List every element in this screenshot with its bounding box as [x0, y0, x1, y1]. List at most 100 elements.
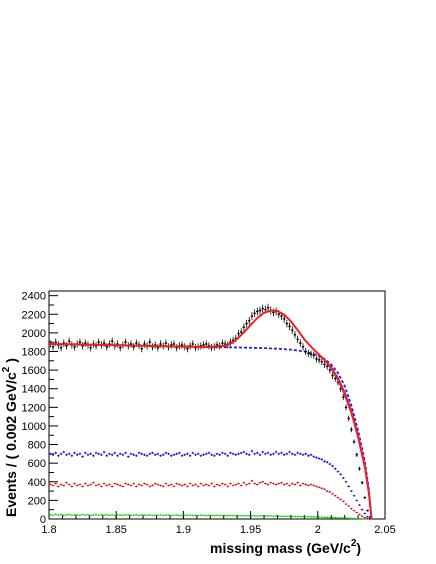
- red-point: [261, 480, 264, 483]
- blue-point: [242, 450, 246, 454]
- green-point: [175, 514, 178, 516]
- y-tick-label: 2200: [22, 309, 46, 321]
- blue-point: [100, 453, 103, 457]
- blue-point: [108, 452, 111, 456]
- data-point: [242, 323, 246, 332]
- green-point: [352, 517, 356, 520]
- red-point: [121, 485, 125, 488]
- green-point: [159, 514, 162, 516]
- red-point: [331, 492, 334, 495]
- red-point: [307, 484, 310, 487]
- red-point: [299, 484, 302, 487]
- red-point: [159, 484, 162, 487]
- green-point: [62, 514, 66, 517]
- red-point: [342, 500, 345, 503]
- blue-point: [231, 452, 235, 456]
- red-point: [113, 482, 117, 485]
- red-point: [355, 511, 359, 514]
- red-point: [285, 482, 289, 485]
- green-point: [59, 513, 63, 516]
- y-tick-label: 400: [28, 477, 46, 489]
- blue-point: [202, 453, 205, 457]
- green-point: [317, 516, 321, 519]
- green-point: [73, 514, 76, 516]
- data-point: [148, 338, 152, 346]
- blue-point: [151, 451, 154, 455]
- data-point: [320, 358, 324, 366]
- blue-point: [250, 449, 254, 453]
- green-point: [280, 515, 283, 518]
- data-point: [304, 347, 308, 356]
- red-point: [124, 482, 127, 485]
- data-point: [250, 312, 254, 321]
- green-point: [105, 513, 109, 516]
- blue-point: [89, 452, 92, 456]
- green-point: [113, 514, 117, 517]
- green-point: [269, 515, 273, 517]
- red-point: [333, 494, 337, 497]
- blue-point: [315, 456, 318, 459]
- green-point: [194, 514, 197, 517]
- red-point: [116, 483, 119, 486]
- blue-point: [65, 453, 68, 457]
- green-point: [124, 513, 127, 516]
- blue-point: [183, 453, 187, 457]
- blue-point: [135, 454, 138, 457]
- red-point: [207, 484, 211, 487]
- data-point: [253, 309, 256, 318]
- blue-point: [113, 451, 117, 455]
- green-point: [161, 514, 165, 517]
- y-tick-label: 2400: [22, 291, 46, 303]
- red-point: [151, 484, 154, 487]
- y-axis-title-sup: 2: [1, 366, 12, 372]
- blue-point: [237, 452, 240, 456]
- green-point: [102, 514, 106, 516]
- red-point: [358, 513, 361, 516]
- blue-point: [164, 451, 168, 455]
- green-point: [333, 516, 337, 519]
- blue-point: [59, 452, 63, 456]
- green-point: [57, 514, 60, 516]
- x-axis-title-main: missing mass (GeV/c: [210, 540, 351, 556]
- red-point: [81, 485, 84, 488]
- red-point: [288, 484, 291, 487]
- green-point: [65, 513, 68, 516]
- green-point: [204, 514, 208, 517]
- data-point: [331, 372, 334, 379]
- red-point: [304, 483, 308, 486]
- green-point: [191, 514, 195, 517]
- green-point: [266, 515, 270, 517]
- green-point: [290, 515, 294, 518]
- blue-point: [110, 453, 114, 457]
- data-point: [247, 316, 251, 325]
- blue-point: [360, 508, 364, 511]
- red-point: [325, 490, 329, 492]
- data-point: [266, 303, 270, 312]
- red-point: [105, 484, 109, 487]
- green-point: [83, 514, 87, 516]
- red-point: [129, 484, 133, 487]
- blue-point: [355, 499, 359, 502]
- blue-point: [121, 453, 125, 457]
- red-point: [51, 484, 55, 487]
- green-point: [135, 513, 138, 516]
- blue-point: [145, 454, 149, 457]
- blue-point: [352, 494, 356, 497]
- green-point: [342, 517, 345, 519]
- green-point: [129, 514, 133, 517]
- blue-point: [350, 490, 353, 492]
- blue-point: [333, 467, 337, 470]
- red-point: [57, 485, 60, 488]
- red-point: [301, 482, 305, 485]
- blue-point: [347, 485, 351, 488]
- x-tick-label: 2: [315, 524, 321, 536]
- blue-point: [304, 452, 308, 456]
- blue-point: [307, 454, 310, 457]
- green-point: [140, 514, 144, 516]
- green-point: [218, 514, 221, 517]
- blue-point: [234, 453, 238, 457]
- blue-point: [274, 450, 278, 454]
- data-point: [360, 481, 364, 485]
- green-point: [118, 514, 122, 516]
